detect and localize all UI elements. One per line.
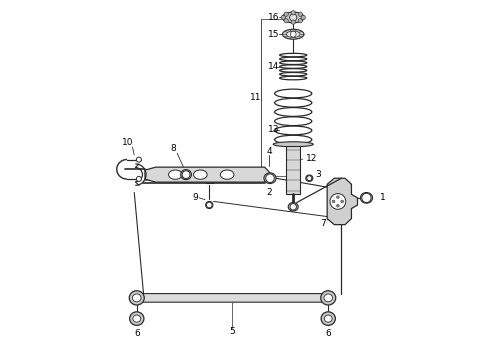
Ellipse shape (287, 31, 300, 37)
Ellipse shape (169, 170, 182, 179)
Circle shape (298, 12, 302, 16)
Ellipse shape (283, 29, 304, 39)
Text: 15: 15 (268, 30, 279, 39)
Ellipse shape (321, 312, 335, 325)
Circle shape (182, 171, 190, 179)
Circle shape (291, 20, 295, 24)
Ellipse shape (181, 170, 192, 180)
Text: 4: 4 (266, 147, 272, 156)
Ellipse shape (324, 294, 333, 302)
Text: 11: 11 (250, 93, 262, 102)
Text: 1: 1 (380, 193, 386, 202)
Circle shape (341, 200, 343, 203)
Ellipse shape (133, 315, 141, 322)
Ellipse shape (220, 170, 234, 179)
Text: 3: 3 (316, 170, 321, 179)
Circle shape (332, 200, 335, 203)
Text: 9: 9 (192, 193, 198, 202)
Circle shape (337, 204, 339, 207)
Circle shape (291, 11, 295, 15)
Text: 7: 7 (321, 219, 326, 228)
Ellipse shape (129, 291, 144, 305)
Circle shape (362, 193, 371, 203)
Ellipse shape (282, 12, 304, 23)
Circle shape (284, 12, 288, 16)
Text: 14: 14 (268, 62, 279, 71)
Text: 6: 6 (134, 329, 140, 338)
Text: 2: 2 (267, 188, 272, 197)
Text: 12: 12 (306, 154, 318, 163)
Circle shape (266, 174, 274, 183)
Circle shape (284, 19, 288, 23)
Circle shape (290, 203, 296, 210)
Text: 10: 10 (122, 138, 134, 147)
Circle shape (291, 31, 296, 37)
Text: 13: 13 (268, 126, 279, 135)
Text: 8: 8 (171, 144, 176, 153)
Ellipse shape (194, 170, 207, 179)
Polygon shape (145, 167, 272, 182)
Ellipse shape (273, 142, 313, 147)
Circle shape (206, 202, 212, 208)
Ellipse shape (264, 173, 276, 184)
Ellipse shape (306, 175, 313, 181)
Ellipse shape (321, 291, 336, 305)
Ellipse shape (360, 193, 372, 203)
Bar (286, 146, 300, 194)
Ellipse shape (206, 202, 213, 208)
Ellipse shape (288, 203, 298, 211)
Circle shape (136, 176, 142, 181)
Text: 6: 6 (325, 329, 331, 338)
Text: 16: 16 (268, 13, 279, 22)
Ellipse shape (130, 312, 144, 325)
Ellipse shape (324, 315, 332, 322)
Circle shape (298, 19, 302, 23)
Circle shape (337, 196, 339, 199)
Ellipse shape (132, 294, 141, 302)
Text: 5: 5 (230, 327, 235, 336)
Circle shape (290, 14, 297, 21)
FancyBboxPatch shape (140, 294, 325, 302)
Circle shape (307, 176, 312, 181)
Circle shape (281, 15, 285, 19)
Circle shape (330, 194, 346, 209)
Circle shape (301, 15, 305, 19)
Polygon shape (327, 178, 358, 225)
Circle shape (136, 157, 142, 162)
